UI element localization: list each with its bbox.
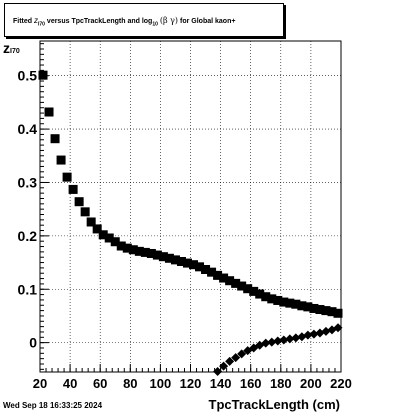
- data-point-square: [321, 306, 331, 316]
- y-tick-label: 0.3: [18, 174, 38, 190]
- x-tick-label: 20: [33, 376, 47, 391]
- data-point-square: [195, 262, 205, 272]
- title-prefix: Fitted: [13, 18, 33, 25]
- data-point-square: [110, 237, 120, 247]
- data-point-square: [225, 276, 235, 286]
- data-point-diamond: [273, 336, 283, 346]
- data-point-diamond: [219, 361, 229, 371]
- x-tick-label: 100: [150, 376, 172, 391]
- data-point-square: [104, 233, 114, 243]
- data-point-square: [309, 303, 319, 313]
- title-middle: versus TpcTrackLength and log: [46, 18, 153, 25]
- data-point-square: [56, 155, 66, 165]
- y-tick-label: 0.2: [18, 228, 38, 244]
- plot-frame: [39, 40, 342, 373]
- data-point-square: [50, 134, 60, 144]
- data-point-square: [44, 107, 54, 117]
- data-point-square: [86, 217, 96, 227]
- title-suffix: for Global kaon+: [180, 18, 236, 25]
- data-point-square: [182, 258, 192, 268]
- data-point-square: [176, 256, 186, 266]
- data-point-diamond: [237, 349, 247, 359]
- data-point-square: [74, 197, 84, 207]
- y-axis-title-main: z: [3, 40, 10, 56]
- data-point-square: [80, 207, 90, 217]
- y-tick-label: 0.1: [18, 281, 38, 297]
- data-point-square: [291, 299, 301, 309]
- grid-lines: [40, 41, 341, 372]
- x-tick-label: 140: [210, 376, 232, 391]
- data-point-square: [116, 241, 126, 251]
- title-log-sub: 10: [152, 21, 158, 28]
- data-point-diamond: [213, 366, 223, 376]
- data-point-square: [327, 307, 337, 317]
- x-tick-label: 120: [180, 376, 202, 391]
- data-point-square: [68, 184, 78, 194]
- data-point-square: [213, 270, 223, 280]
- data-point-square: [92, 224, 102, 234]
- y-tick-label: 0.5: [18, 68, 38, 84]
- y-axis-title: zI70: [3, 40, 23, 56]
- data-points: [38, 70, 343, 376]
- data-point-square: [207, 267, 217, 277]
- data-point-square: [158, 252, 168, 262]
- data-point-diamond: [225, 356, 235, 366]
- x-tick-label: 180: [270, 376, 292, 391]
- data-point-square: [128, 245, 138, 255]
- data-point-square: [273, 295, 283, 305]
- data-point-square: [249, 286, 259, 296]
- data-point-square: [189, 260, 199, 270]
- x-axis-title: TpcTrackLength (cm): [208, 397, 340, 412]
- data-point-square: [140, 247, 150, 257]
- data-point-square: [267, 294, 277, 304]
- x-tick-label: 80: [123, 376, 137, 391]
- data-point-square: [303, 302, 313, 312]
- data-point-diamond: [309, 329, 319, 339]
- data-point-diamond: [231, 353, 241, 363]
- data-point-square: [333, 308, 343, 318]
- data-point-square: [170, 255, 180, 265]
- timestamp: Wed Sep 18 16:33:25 2024: [3, 401, 103, 410]
- x-tick-label: 220: [330, 376, 352, 391]
- x-tick-label: 40: [63, 376, 77, 391]
- data-point-diamond: [279, 335, 289, 345]
- data-point-diamond: [267, 337, 277, 347]
- data-point-diamond: [285, 334, 295, 344]
- data-point-square: [146, 248, 156, 258]
- data-point-square: [297, 301, 307, 311]
- data-point-square: [261, 292, 271, 302]
- tick-labels: 20 40 60 80 100 120 140 160 180 200 220 0 0.1 0.2 0.3 0…: [18, 68, 352, 391]
- data-point-square: [315, 305, 325, 315]
- data-point-diamond: [333, 323, 343, 333]
- data-point-square: [152, 250, 162, 260]
- data-point-square: [164, 253, 174, 263]
- x-tick-label: 200: [300, 376, 322, 391]
- data-point-square: [231, 278, 241, 288]
- data-point-square: [285, 298, 295, 308]
- data-point-square: [255, 289, 265, 299]
- chart-title: Fitted zI70 versus TpcTrackLength and lo…: [4, 3, 284, 37]
- data-point-square: [201, 264, 211, 274]
- x-tick-label: 160: [240, 376, 262, 391]
- y-axis-title-sub: I70: [10, 48, 20, 55]
- data-point-square: [243, 284, 253, 294]
- data-point-square: [237, 281, 247, 291]
- y-tick-label: 0.4: [18, 121, 38, 137]
- data-point-square: [122, 243, 132, 253]
- title-z-sub: I70: [38, 21, 45, 28]
- data-point-square: [38, 70, 48, 80]
- data-point-square: [219, 273, 229, 283]
- title-greek: (β γ): [159, 16, 179, 25]
- data-point-diamond: [261, 338, 271, 348]
- data-point-square: [134, 246, 144, 256]
- y-tick-label: 0: [29, 335, 37, 351]
- data-point-diamond: [303, 330, 313, 340]
- data-point-square: [62, 172, 72, 182]
- x-tick-label: 60: [93, 376, 107, 391]
- data-point-square: [279, 297, 289, 307]
- title-z: z: [34, 16, 39, 25]
- data-point-diamond: [291, 333, 301, 343]
- data-point-square: [98, 230, 108, 240]
